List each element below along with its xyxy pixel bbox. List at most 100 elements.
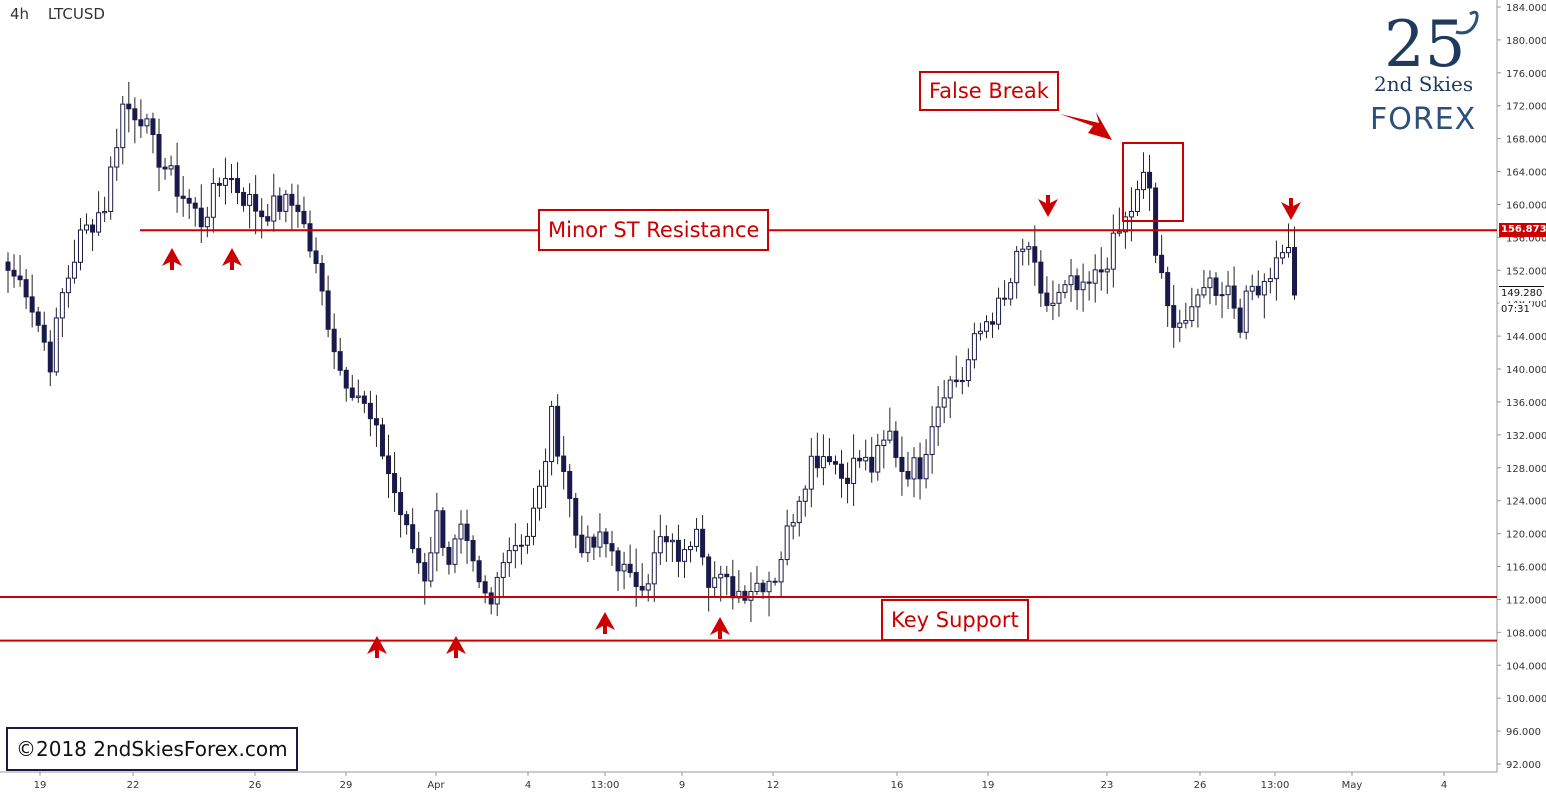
up-arrow-icon [222, 248, 242, 270]
candle-bull [911, 457, 917, 480]
y-tick-label: 156.000 [1506, 233, 1546, 244]
candle-bull [1014, 250, 1020, 284]
candle-bear [241, 191, 247, 206]
candle-bear [17, 275, 23, 281]
x-tick-label: May [1342, 780, 1363, 791]
candle-bull [802, 488, 808, 502]
candle-bull [512, 545, 518, 552]
candle-bull [77, 229, 83, 263]
candle-bull [766, 580, 772, 593]
candle-bull [428, 552, 434, 582]
candle-bull [71, 261, 77, 279]
candle-bear [742, 590, 748, 601]
x-tick-label: 13:00 [1261, 780, 1290, 791]
candle-bear [156, 134, 162, 168]
candle-bull [1285, 247, 1291, 254]
candle-bull [681, 549, 687, 562]
candle-bull [1189, 306, 1195, 322]
candle-bear [5, 261, 11, 271]
candle-bull [84, 224, 90, 231]
x-tick-label: 12 [767, 780, 780, 791]
x-tick-label: Apr [427, 780, 445, 791]
candle-bear [760, 582, 766, 593]
candle-bear [126, 103, 132, 110]
y-tick-label: 132.000 [1506, 431, 1546, 442]
down-arrow-icon [1038, 195, 1058, 217]
candle-bull [645, 583, 651, 591]
candle-bear [361, 395, 367, 404]
x-tick-label: 26 [249, 780, 262, 791]
candle-bear [150, 118, 156, 136]
candle-bull [434, 510, 440, 554]
candle-bear [826, 456, 832, 463]
candle-bull [506, 550, 512, 564]
candle-bear [1159, 254, 1165, 274]
candle-bull [851, 457, 857, 484]
candle-bear [1292, 247, 1298, 296]
candle-bull [1249, 285, 1255, 292]
logo-subtitle: 2nd Skies [1374, 72, 1474, 96]
candle-bull [96, 212, 102, 233]
up-arrow-icon [595, 612, 615, 634]
candle-bull [790, 522, 796, 527]
candle-bear [724, 573, 730, 578]
candle-bear [579, 534, 585, 554]
candle-bear [990, 321, 996, 325]
candle-bear [265, 216, 271, 222]
y-tick-label: 172.000 [1506, 102, 1546, 113]
candle-bear [639, 585, 645, 591]
candle-bear [1098, 269, 1104, 273]
candle-bull [694, 528, 700, 547]
candle-bull [543, 461, 549, 487]
candle-bear [476, 560, 482, 583]
candle-bear [235, 178, 241, 193]
y-tick-label: 140.000 [1506, 365, 1546, 376]
candle-bear [186, 197, 192, 204]
candle-bull [524, 535, 530, 546]
candle-bear [35, 311, 41, 326]
candle-bull [965, 359, 971, 382]
candle-bull [754, 582, 760, 593]
x-tick-label: 26 [1194, 780, 1207, 791]
candle-bull [210, 182, 216, 218]
candle-bear [138, 119, 144, 127]
y-tick-label: 184.000 [1506, 3, 1546, 14]
y-tick-label: 152.000 [1506, 266, 1546, 277]
candle-bear [440, 510, 446, 548]
x-tick-label: 9 [679, 780, 685, 791]
candle-bear [349, 387, 355, 398]
candle-bear [162, 166, 168, 170]
y-tick-label: 128.000 [1506, 464, 1546, 475]
candle-bull [144, 118, 150, 127]
candle-bear [301, 210, 307, 225]
candle-bear [615, 550, 621, 572]
candle-bull [271, 195, 277, 222]
candle-bear [416, 548, 422, 564]
y-tick-label: 112.000 [1506, 595, 1546, 606]
y-tick-label: 92.000 [1506, 760, 1541, 771]
candle-bear [1074, 275, 1080, 291]
candle-bull [796, 500, 802, 524]
candle-bear [561, 455, 567, 472]
down-arrow-icon [1281, 198, 1301, 220]
candle-bear [11, 269, 17, 277]
candle-bear [839, 463, 845, 479]
candle-bear [313, 250, 319, 264]
timeframe-label: 4h [10, 5, 30, 23]
support-label: Key Support [881, 599, 1029, 641]
candle-bull [494, 576, 500, 605]
candle-bull [1177, 322, 1183, 328]
up-arrow-icon [446, 636, 466, 658]
x-tick-label: 16 [891, 780, 904, 791]
candle-bull [1201, 287, 1207, 296]
candle-bear [1213, 277, 1219, 296]
x-tick-label: 23 [1101, 780, 1114, 791]
candle-bull [53, 317, 59, 373]
candle-bull [959, 380, 965, 383]
candle-bear [277, 195, 283, 212]
x-tick-label: 22 [127, 780, 140, 791]
candle-bull [977, 330, 983, 335]
up-arrow-icon [162, 248, 182, 270]
candle-bull [537, 485, 543, 509]
x-tick-label: 19 [982, 780, 995, 791]
